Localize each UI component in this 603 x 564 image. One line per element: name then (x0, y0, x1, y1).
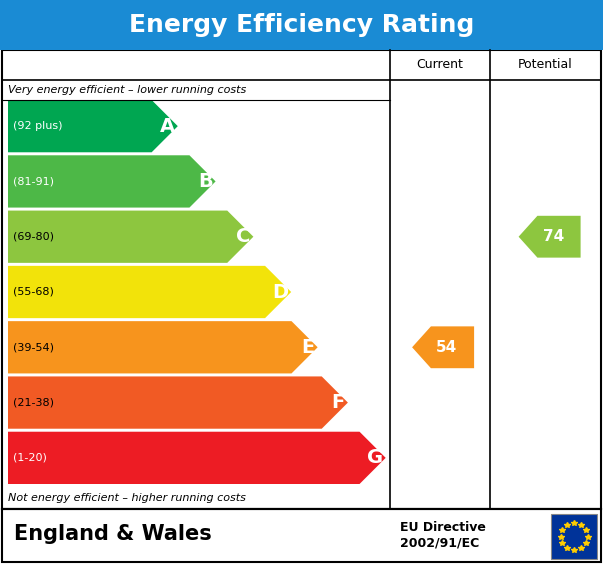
Text: England & Wales: England & Wales (14, 525, 212, 544)
Bar (551, 514, 597, 559)
Polygon shape (412, 327, 474, 368)
Text: F: F (332, 393, 345, 412)
Text: C: C (236, 227, 250, 246)
Text: Not energy efficient – higher running costs: Not energy efficient – higher running co… (8, 493, 246, 503)
Polygon shape (8, 100, 178, 152)
Text: 54: 54 (436, 340, 458, 355)
Text: B: B (198, 172, 213, 191)
Text: 2002/91/EC: 2002/91/EC (400, 537, 479, 550)
Polygon shape (8, 266, 291, 318)
Polygon shape (8, 431, 386, 484)
Text: D: D (272, 283, 288, 302)
Text: Current: Current (417, 59, 464, 72)
Polygon shape (8, 376, 348, 429)
Polygon shape (519, 216, 581, 258)
Text: G: G (367, 448, 383, 468)
Text: Potential: Potential (518, 59, 573, 72)
Text: (69-80): (69-80) (13, 232, 54, 242)
Polygon shape (8, 321, 318, 373)
Text: (55-68): (55-68) (13, 287, 54, 297)
Text: 74: 74 (543, 229, 564, 244)
Text: (1-20): (1-20) (13, 453, 47, 463)
Text: E: E (302, 338, 315, 357)
Text: Energy Efficiency Rating: Energy Efficiency Rating (129, 13, 474, 37)
Polygon shape (8, 155, 216, 208)
Text: (21-38): (21-38) (13, 398, 54, 408)
Bar (2, 509, 601, 562)
Text: (92 plus): (92 plus) (13, 121, 63, 131)
Text: (81-91): (81-91) (13, 177, 54, 187)
Text: Very energy efficient – lower running costs: Very energy efficient – lower running co… (8, 85, 246, 95)
Text: (39-54): (39-54) (13, 342, 54, 352)
Polygon shape (8, 210, 253, 263)
Text: A: A (160, 117, 175, 136)
Text: EU Directive: EU Directive (400, 521, 486, 534)
Bar (0, 0, 603, 50)
Bar (2, 50, 601, 509)
